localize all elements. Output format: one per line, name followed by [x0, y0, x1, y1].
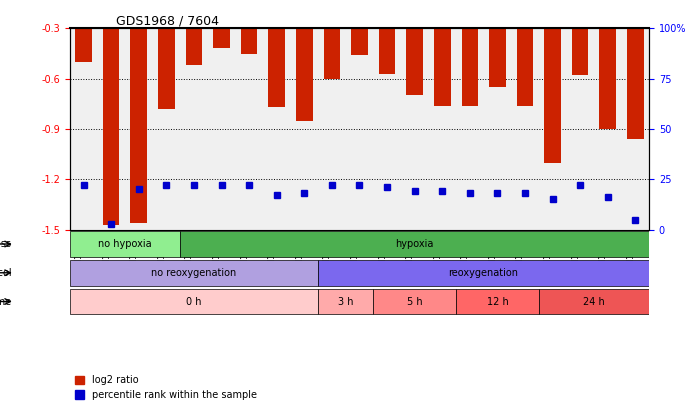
Bar — [269, 28, 285, 107]
FancyBboxPatch shape — [70, 260, 318, 286]
Bar — [406, 28, 423, 96]
Bar — [131, 28, 147, 223]
Bar — [103, 28, 119, 225]
Text: no hypoxia: no hypoxia — [98, 239, 151, 249]
FancyBboxPatch shape — [70, 231, 180, 257]
Text: stress: stress — [0, 239, 12, 249]
Text: 24 h: 24 h — [583, 296, 605, 307]
Bar — [434, 28, 450, 106]
Bar — [572, 28, 588, 75]
Text: hypoxia: hypoxia — [396, 239, 434, 249]
Bar — [158, 28, 174, 109]
FancyBboxPatch shape — [180, 231, 649, 257]
Text: 0 h: 0 h — [186, 296, 202, 307]
Bar — [544, 28, 561, 162]
Bar — [351, 28, 368, 55]
Text: no reoxygenation: no reoxygenation — [151, 268, 237, 278]
FancyBboxPatch shape — [70, 289, 318, 314]
FancyBboxPatch shape — [318, 260, 649, 286]
Text: protocol: protocol — [0, 268, 12, 278]
Text: 5 h: 5 h — [407, 296, 422, 307]
Text: GDS1968 / 7604: GDS1968 / 7604 — [116, 14, 219, 27]
Text: time: time — [0, 296, 12, 307]
Bar — [75, 28, 92, 62]
Bar — [186, 28, 202, 65]
FancyBboxPatch shape — [456, 289, 539, 314]
FancyBboxPatch shape — [539, 289, 649, 314]
Bar — [379, 28, 395, 74]
Bar — [296, 28, 313, 121]
Bar — [241, 28, 258, 53]
FancyBboxPatch shape — [318, 289, 373, 314]
Bar — [461, 28, 478, 106]
Text: 3 h: 3 h — [338, 296, 353, 307]
Bar — [517, 28, 533, 106]
Legend: log2 ratio, percentile rank within the sample: log2 ratio, percentile rank within the s… — [75, 375, 257, 400]
Bar — [324, 28, 340, 79]
Bar — [600, 28, 616, 129]
Text: reoxygenation: reoxygenation — [449, 268, 519, 278]
Bar — [214, 28, 230, 49]
FancyBboxPatch shape — [373, 289, 456, 314]
Bar — [627, 28, 644, 139]
Bar — [489, 28, 505, 87]
Text: 12 h: 12 h — [487, 296, 508, 307]
